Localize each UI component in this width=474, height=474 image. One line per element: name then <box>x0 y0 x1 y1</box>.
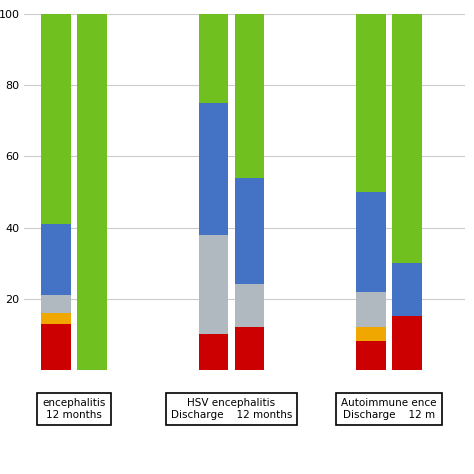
Bar <box>392 317 422 370</box>
Bar <box>356 327 386 341</box>
Bar <box>235 178 264 284</box>
Bar <box>199 235 228 334</box>
Text: HSV encephalitis
Discharge    12 months: HSV encephalitis Discharge 12 months <box>171 398 292 420</box>
Bar <box>356 192 386 292</box>
Bar <box>356 341 386 370</box>
Bar <box>41 323 71 370</box>
Bar <box>41 224 71 295</box>
Bar <box>41 295 71 313</box>
Bar <box>235 327 264 370</box>
Bar <box>199 14 228 103</box>
Bar <box>41 14 71 224</box>
Text: Autoimmune ence
Discharge    12 m: Autoimmune ence Discharge 12 m <box>341 398 437 420</box>
Bar <box>356 14 386 192</box>
Bar <box>392 263 422 317</box>
Bar <box>235 284 264 327</box>
Bar <box>199 334 228 370</box>
Bar <box>235 14 264 178</box>
Bar <box>77 14 107 370</box>
Bar <box>41 313 71 323</box>
Bar <box>199 103 228 235</box>
Text: encephalitis
12 months: encephalitis 12 months <box>42 398 106 420</box>
Bar <box>392 14 422 263</box>
Bar <box>356 292 386 327</box>
